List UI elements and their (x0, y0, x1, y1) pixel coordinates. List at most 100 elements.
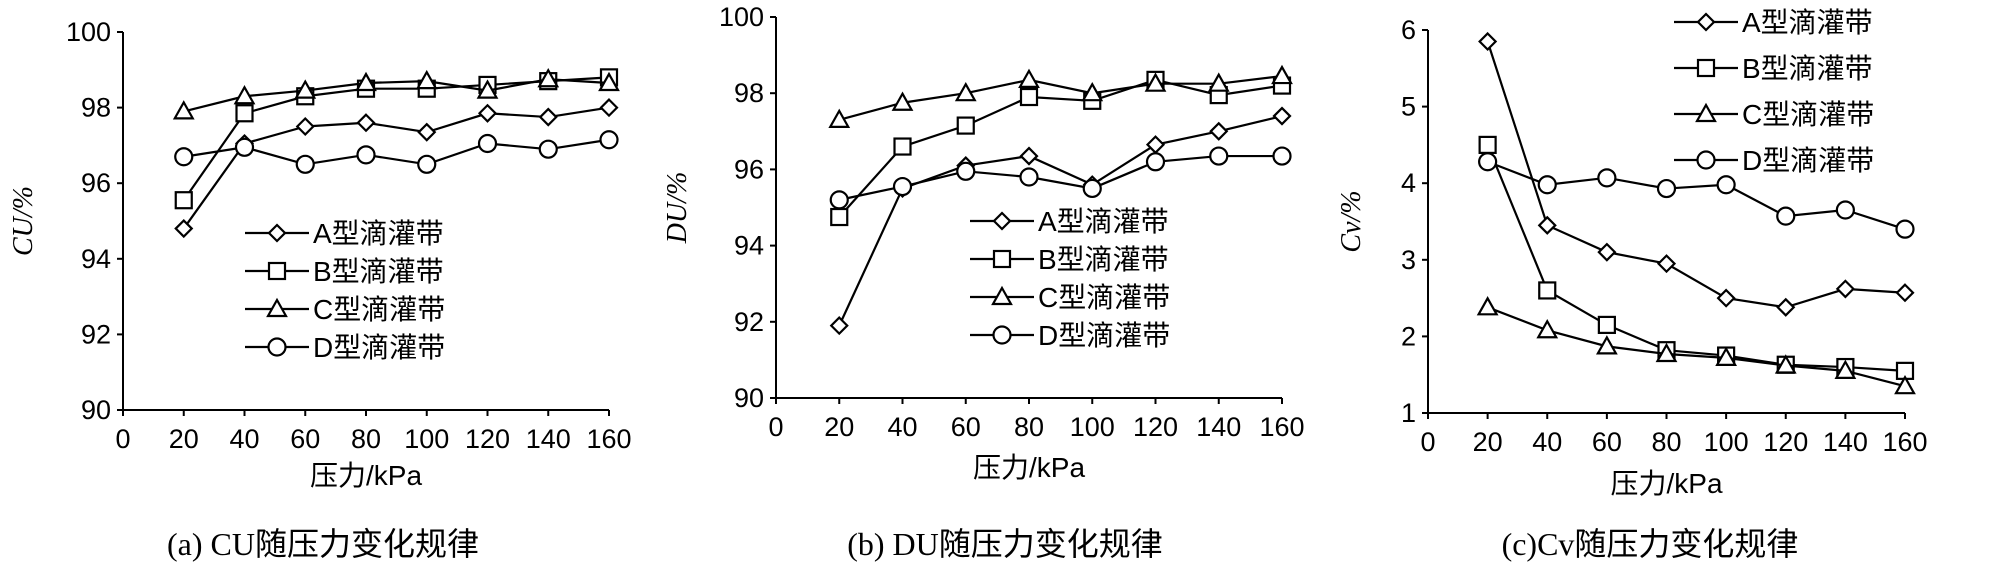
data-point (956, 116, 975, 135)
series-line (1486, 144, 1906, 372)
data-point (1835, 279, 1855, 299)
data-point (1656, 254, 1677, 274)
data-point (893, 137, 912, 156)
data-point (356, 145, 376, 165)
data-point (1716, 175, 1736, 195)
y-tick-label: 3 (1401, 245, 1416, 275)
data-point (1272, 106, 1292, 126)
y-axis-label: DU/% (662, 172, 693, 245)
series-circle (1478, 152, 1915, 239)
legend: A型滴灌带 B型滴灌带 C型滴灌带 D型滴灌带 (245, 218, 445, 363)
x-axis-label: 压力/kPa (1610, 468, 1722, 499)
x-tick-label: 60 (290, 424, 320, 454)
legend-marker (267, 223, 287, 243)
data-point (1209, 146, 1229, 166)
data-point (174, 147, 194, 167)
y-tick-label: 6 (1401, 15, 1416, 45)
x-tick-label: 40 (229, 424, 259, 454)
y-tick-label: 92 (81, 319, 111, 349)
legend-marker (266, 297, 288, 318)
legend-label: B型滴灌带 (313, 256, 444, 287)
data-point (1597, 168, 1617, 188)
series-line (838, 74, 1283, 121)
data-point (892, 176, 913, 197)
series-line (183, 138, 610, 166)
data-point (956, 161, 976, 181)
legend-label: D型滴灌带 (1742, 145, 1874, 176)
y-tick-label: 1 (1401, 398, 1416, 428)
data-point (1776, 297, 1796, 317)
data-point (295, 154, 315, 174)
series-line (1487, 160, 1906, 231)
data-point (598, 71, 620, 92)
y-axis-label: Cv/% (1336, 190, 1367, 252)
x-tick-label: 160 (1259, 412, 1304, 442)
legend-label: D型滴灌带 (313, 332, 445, 363)
series-line (1487, 306, 1906, 388)
x-tick-label: 120 (465, 424, 510, 454)
data-point (1145, 152, 1166, 172)
data-point (538, 107, 558, 127)
data-point (1835, 200, 1855, 220)
x-tick-label: 0 (115, 424, 130, 454)
x-tick-label: 120 (1763, 427, 1808, 457)
legend-label: C型滴灌带 (313, 294, 445, 325)
data-point (1834, 359, 1857, 379)
data-point (1536, 319, 1559, 339)
data-point (1018, 68, 1040, 88)
legend-marker (267, 261, 287, 281)
x-tick-label: 160 (1882, 427, 1927, 457)
y-tick-label: 94 (81, 244, 111, 274)
data-point (1082, 178, 1102, 199)
data-point (1774, 354, 1797, 374)
data-point (1209, 121, 1229, 141)
x-axis-label: 压力/kPa (973, 452, 1085, 483)
data-point (233, 85, 256, 105)
data-point (599, 130, 619, 150)
data-point (1537, 175, 1557, 195)
chart-a: 90 92 94 96 98 100 0 20 40 60 80 100 120 140 160 压力/kPa… (8, 17, 632, 562)
data-point (829, 316, 849, 336)
x-tick-label: 0 (768, 412, 783, 442)
x-tick-label: 140 (1196, 412, 1241, 442)
figure-caption: (a) CU随压力变化规律 (167, 526, 479, 562)
figure-caption: (c)Cv随压力变化规律 (1502, 526, 1799, 562)
x-tick-label: 0 (1420, 427, 1435, 457)
legend-marker (1696, 150, 1716, 170)
legend-marker (992, 325, 1012, 345)
data-point (1144, 72, 1167, 92)
data-point (1895, 283, 1915, 303)
data-point (1478, 31, 1498, 52)
y-tick-label: 4 (1401, 168, 1416, 198)
y-axis-label: CU/% (8, 186, 39, 256)
legend-label: D型滴灌带 (1038, 320, 1170, 351)
y-tick-label: 90 (81, 395, 111, 425)
data-point (830, 207, 849, 227)
x-tick-label: 20 (1473, 427, 1503, 457)
data-point (1715, 346, 1738, 366)
data-point (1019, 146, 1039, 166)
data-point (294, 79, 317, 99)
x-tick-label: 20 (824, 412, 854, 442)
x-tick-label: 80 (351, 424, 381, 454)
y-tick-label: 98 (734, 78, 764, 108)
data-point (537, 68, 560, 88)
data-point (538, 139, 558, 159)
data-point (1716, 288, 1736, 308)
legend-label: A型滴灌带 (1038, 206, 1169, 237)
data-point (891, 91, 914, 111)
x-tick-label: 40 (887, 412, 917, 442)
series-circle (174, 130, 619, 174)
x-tick-label: 60 (1592, 427, 1622, 457)
data-point (1271, 64, 1293, 85)
x-tick-label: 20 (169, 424, 199, 454)
data-point (477, 133, 498, 154)
legend: A型滴灌带 B型滴灌带 C型滴灌带 D型滴灌带 (1674, 7, 1874, 176)
data-point (477, 103, 498, 123)
x-tick-label: 100 (1704, 427, 1749, 457)
series-line (1486, 41, 1906, 309)
series-triangle (172, 68, 620, 120)
x-tick-label: 100 (1070, 412, 1115, 442)
